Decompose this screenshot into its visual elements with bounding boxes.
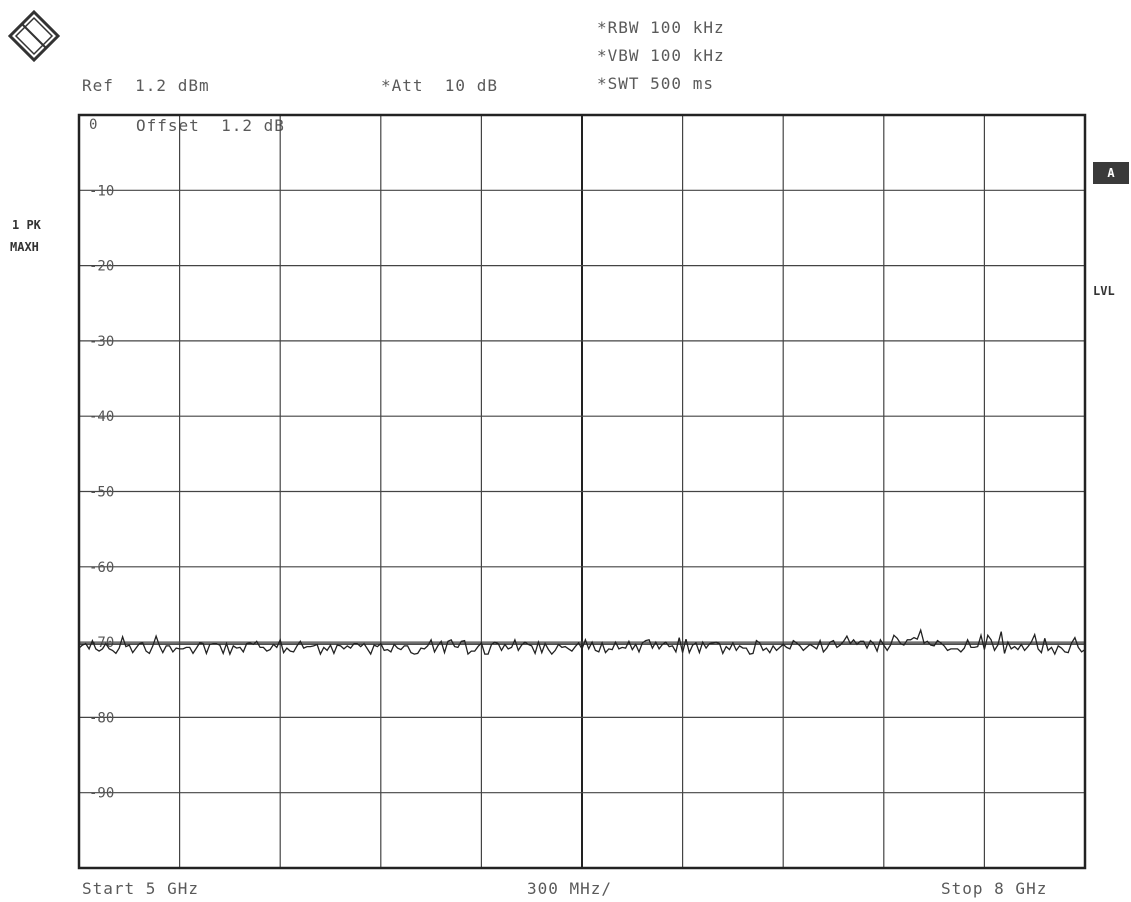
y-tick-label: -40 xyxy=(89,409,114,425)
start-frequency: Start 5 GHz xyxy=(82,879,199,898)
y-tick-label: 0 xyxy=(89,117,97,133)
trace-mode-line1: 1 PK xyxy=(12,218,41,232)
spectrum-trace xyxy=(78,627,1086,656)
rbw-setting: *RBW 100 kHz xyxy=(597,18,725,37)
y-tick-label: -20 xyxy=(89,259,114,275)
y-tick-label: -60 xyxy=(89,560,114,576)
y-tick-labels: 0-10-20-30-40-50-60-70-80-90 xyxy=(89,117,114,802)
attenuation-setting: *Att 10 dB xyxy=(381,76,498,95)
offset-label: Offset 1.2 dB xyxy=(136,116,285,135)
reference-level: Ref 1.2 dBm xyxy=(82,76,210,95)
trace-mode-line2: MAXH xyxy=(10,240,39,254)
y-tick-label: -10 xyxy=(89,183,114,199)
plot-frame xyxy=(77,113,1087,870)
y-tick-label: -80 xyxy=(89,710,114,726)
rohde-schwarz-logo-icon xyxy=(7,9,61,63)
y-tick-label: -90 xyxy=(89,786,114,802)
stop-frequency: Stop 8 GHz xyxy=(941,879,1048,898)
lvl-indicator: LVL xyxy=(1093,284,1115,298)
vbw-setting: *VBW 100 kHz xyxy=(597,46,725,65)
y-tick-label: -50 xyxy=(89,485,114,501)
y-tick-label: -30 xyxy=(89,334,114,350)
span-per-division: 300 MHz/ xyxy=(527,879,613,898)
trace-a-badge: A xyxy=(1093,162,1129,184)
sweep-time-setting: *SWT 500 ms xyxy=(597,74,714,93)
grid-lines xyxy=(79,115,1085,868)
